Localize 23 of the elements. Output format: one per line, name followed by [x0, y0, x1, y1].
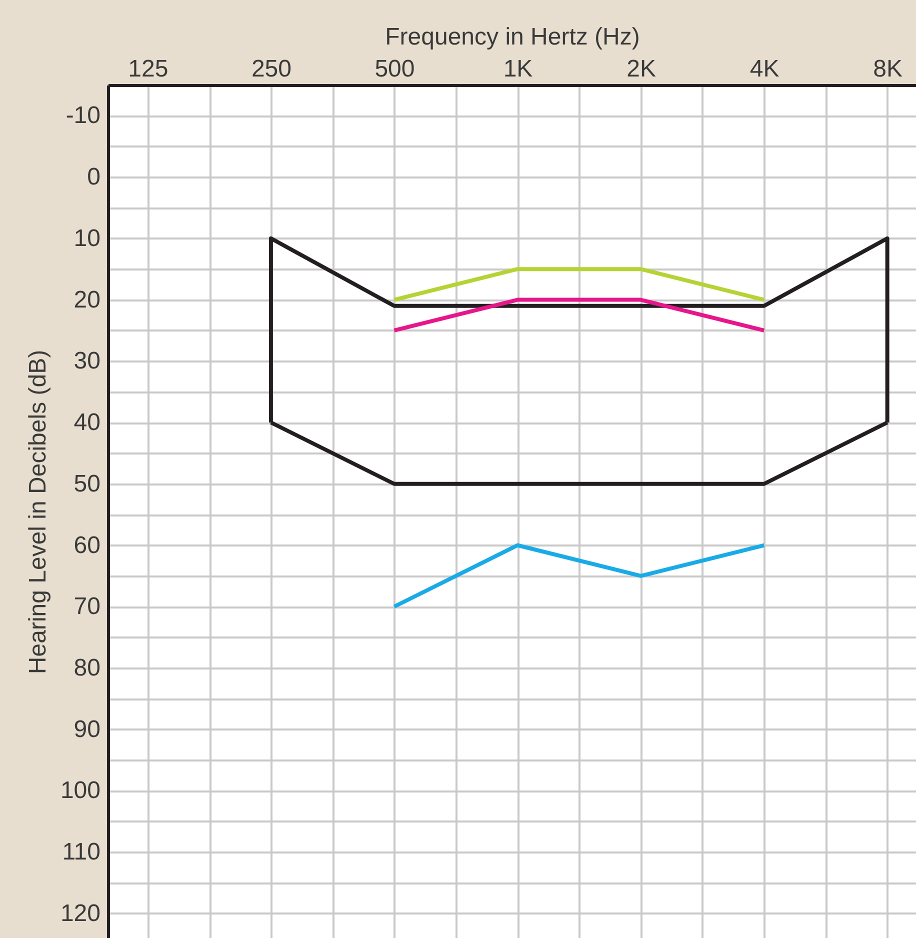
y-tick-label: 0	[87, 164, 100, 191]
y-tick-label: -10	[66, 102, 100, 130]
y-tick-label: 40	[74, 409, 100, 436]
y-tick-label: 110	[62, 838, 100, 866]
y-tick-label: 60	[74, 532, 100, 559]
y-tick-label: 70	[74, 593, 100, 620]
x-tick-label: 8K	[873, 56, 902, 82]
y-tick-label: 30	[74, 348, 100, 375]
y-tick-label: 90	[74, 716, 100, 743]
x-tick-label: 500	[374, 56, 415, 82]
y-tick-label: 100	[60, 777, 100, 804]
y-tick-label: 120	[60, 900, 100, 927]
x-tick-label: 1K	[503, 56, 533, 82]
x-tick-label: 4K	[750, 56, 780, 82]
y-tick-label: 50	[74, 470, 100, 498]
y-tick-label: 80	[74, 654, 100, 682]
x-tick-label: 125	[128, 56, 168, 82]
y-tick-label: 10	[74, 224, 100, 252]
y-axis-title: Hearing Level in Decibels (dB)	[24, 350, 52, 674]
x-tick-label: 2K	[626, 56, 656, 82]
x-axis-title: Frequency in Hertz (Hz)	[385, 24, 640, 50]
y-tick-label: 20	[74, 286, 100, 314]
x-tick-label: 250	[251, 56, 292, 82]
